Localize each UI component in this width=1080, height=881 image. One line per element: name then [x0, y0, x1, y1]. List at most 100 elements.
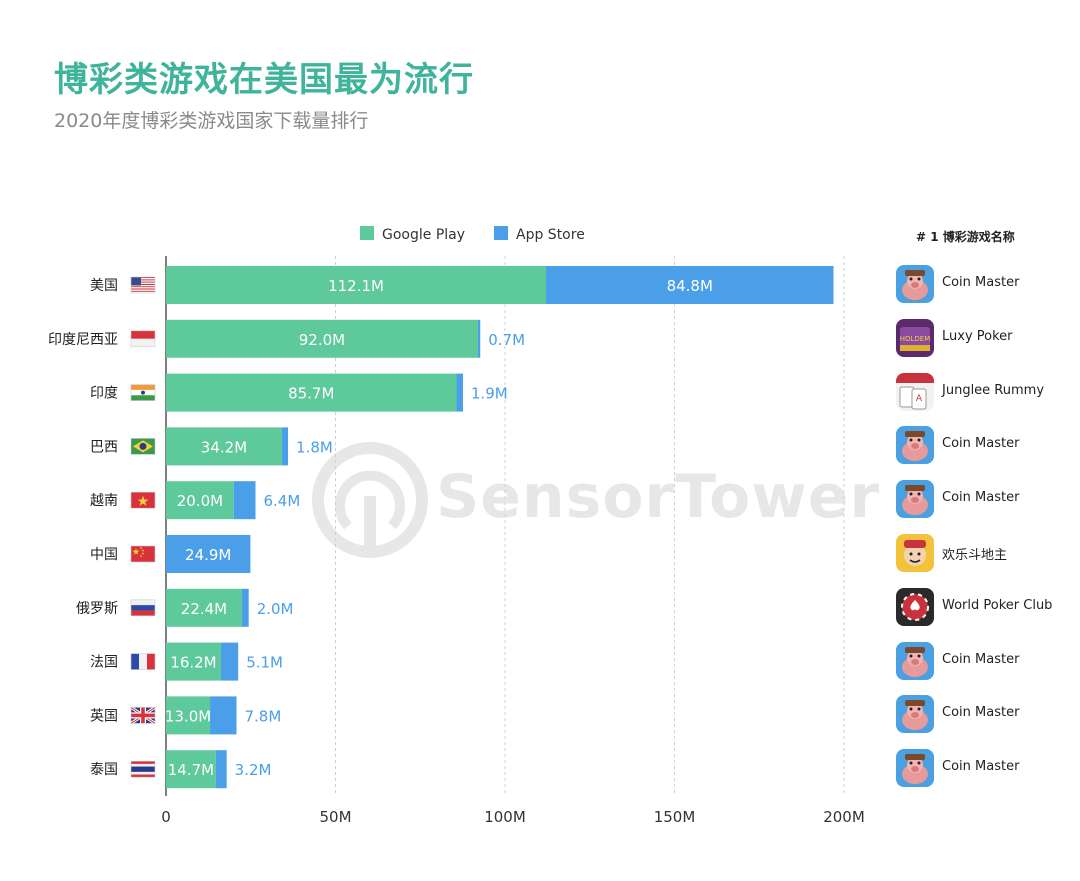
- bar-app-store: [477, 319, 481, 358]
- flag-part: [131, 766, 155, 772]
- flag-part: [131, 395, 155, 401]
- top-game-name: Coin Master: [942, 436, 1020, 452]
- bar-app-store: [241, 588, 249, 627]
- flag-part: [140, 547, 142, 549]
- x-tick-label: 100M: [484, 808, 526, 826]
- flag-border: [130, 653, 156, 670]
- bar-google-play: [166, 588, 242, 627]
- flag-border: [130, 330, 156, 348]
- luxy-poker-icon: HOLDEM: [896, 318, 934, 357]
- data-label-app-store: 0.7M: [488, 331, 525, 349]
- page-subtitle: 2020年度博彩类游戏国家下载量排行: [54, 110, 369, 132]
- india-flag-icon: [130, 384, 156, 401]
- flag-part: [142, 549, 144, 552]
- flag-part: [131, 277, 155, 279]
- data-label-google-play: 13.0M: [165, 707, 211, 725]
- country-label: 中国: [90, 547, 118, 563]
- data-label-app-store: 6.4M: [263, 492, 300, 510]
- flag-part: [131, 288, 155, 290]
- flag-part: [131, 281, 155, 283]
- legend-swatch: [494, 226, 508, 240]
- flag-part: [131, 599, 155, 606]
- data-label-google-play: 92.0M: [299, 331, 345, 349]
- country-label: 俄罗斯: [76, 601, 118, 617]
- flag-part: [139, 442, 147, 450]
- flag-border: [130, 438, 156, 455]
- top-game-name: Coin Master: [942, 490, 1020, 506]
- bar-app-store: [220, 642, 239, 681]
- flag-border: [130, 384, 156, 401]
- flag-part: [141, 390, 145, 395]
- flag-part: [131, 285, 155, 287]
- top-game-item: Coin Master: [896, 426, 1076, 466]
- flag-part: [131, 291, 155, 293]
- flag-part: [140, 555, 142, 557]
- top-game-name: Coin Master: [942, 275, 1020, 290]
- flag-border: [130, 760, 156, 778]
- country-label: 巴西: [90, 439, 118, 455]
- flag-part: [131, 653, 139, 670]
- top-game-item: Coin Master: [896, 749, 1076, 789]
- flag-part: [131, 286, 155, 288]
- bar-google-play: [166, 266, 547, 304]
- bar-app-store: [215, 750, 227, 789]
- x-tick-label: 50M: [319, 808, 351, 826]
- svg-text:HOLDEM: HOLDEM: [900, 335, 931, 343]
- flag-part: [131, 287, 155, 289]
- top-game-name: 欢乐斗地主: [942, 548, 1008, 563]
- top-game-name: Luxy Poker: [942, 328, 1013, 344]
- flag-part: [131, 605, 155, 611]
- flag-part: [131, 283, 155, 285]
- thailand-flag-icon: [130, 760, 156, 778]
- data-label-google-play: 112.1M: [328, 277, 384, 295]
- bar-google-play: [166, 319, 478, 358]
- flag-border: [130, 276, 156, 294]
- bar-app-store: [456, 373, 463, 412]
- flag-part: [131, 279, 155, 281]
- top-game-item: HOLDEM Luxy Poker: [896, 318, 1076, 359]
- top-game-name: World Poker Club: [942, 597, 1053, 613]
- country-label: 英国: [90, 707, 118, 724]
- page-title: 博彩类游戏在美国最为流行: [54, 60, 474, 100]
- bar-google-play: [166, 373, 457, 412]
- flag-part: [131, 277, 141, 286]
- coin-master-icon: [896, 426, 934, 465]
- data-label-app-store: 1.8M: [296, 438, 333, 456]
- top-game-item: 欢乐斗地主: [896, 534, 1076, 574]
- bar-app-store: [281, 427, 289, 466]
- legend-label: Google Play: [382, 227, 465, 243]
- flag-part: [147, 653, 155, 670]
- coin-master-icon: [896, 749, 934, 788]
- data-label-app-store: 3.2M: [235, 761, 272, 779]
- brazil-flag-icon: [130, 438, 156, 455]
- top-game-item: World Poker Club: [896, 587, 1076, 628]
- us-flag-icon: [130, 276, 156, 294]
- top-game-name: Junglee Rummy: [942, 382, 1045, 398]
- top-game-header: # 1 博彩游戏名称: [916, 230, 1015, 244]
- coin-master-icon: [896, 480, 934, 519]
- flag-part: [131, 280, 155, 282]
- top-game-item: Coin Master: [896, 641, 1076, 682]
- bar-app-store: [166, 535, 251, 573]
- data-label-app-store: 1.9M: [471, 385, 508, 403]
- coin-master-icon: [896, 641, 934, 680]
- country-label: 越南: [90, 493, 118, 509]
- data-label-app-store: 5.1M: [246, 654, 283, 672]
- world-poker-club-icon: [896, 587, 934, 626]
- flag-border: [130, 545, 156, 563]
- coin-master-icon: [896, 265, 934, 303]
- flag-border: [130, 491, 156, 509]
- top-game-name: Coin Master: [942, 759, 1020, 775]
- x-tick-label: 0: [161, 808, 171, 826]
- top-game-name: Coin Master: [942, 705, 1020, 721]
- top-game-item: Coin Master: [896, 480, 1076, 520]
- coin-master-icon: [896, 695, 934, 734]
- flag-border: [130, 599, 156, 617]
- bar-google-play: [166, 427, 282, 466]
- x-tick-label: 200M: [823, 808, 865, 826]
- flag-border: [130, 707, 156, 724]
- france-flag-icon: [130, 653, 156, 670]
- bar-app-store: [210, 696, 237, 735]
- country-label: 印度尼西亚: [48, 332, 118, 348]
